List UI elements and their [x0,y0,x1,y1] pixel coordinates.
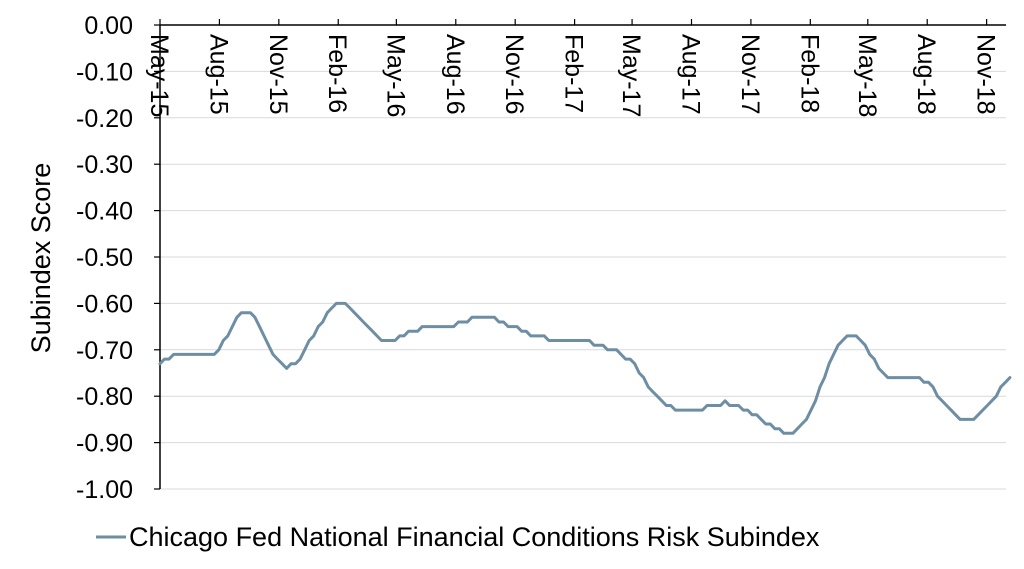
y-tick-label: -0.30 [76,151,133,179]
y-tick-label: -0.10 [76,58,133,86]
series-line [158,301,1012,435]
y-tick-label: -0.40 [76,198,133,226]
x-tick-label: May-16 [381,34,409,117]
x-tick-label: Aug-15 [204,34,232,115]
y-tick-label: -0.20 [76,105,133,133]
legend: Chicago Fed National Financial Condition… [96,522,820,552]
y-tick-label: -0.70 [76,337,133,365]
x-tick-label: Feb-16 [323,34,351,113]
x-tick-label: May-15 [145,34,173,117]
x-tick-label: Nov-17 [736,34,764,115]
x-tick-label: Aug-18 [912,34,940,115]
y-tick-label: -0.80 [76,383,133,411]
y-tick-label: -0.50 [76,244,133,272]
y-axis-title: Subindex Score [26,163,56,354]
y-tick-label: -0.90 [76,430,133,458]
y-tick-label: -0.60 [76,290,133,318]
x-tick-label: Nov-18 [972,34,1000,115]
legend-label: Chicago Fed National Financial Condition… [129,522,820,552]
x-tick-labels: May-15 Aug-15 Nov-15 Feb-16 May-16 Aug-16 Nov-… [145,34,1000,117]
x-tick-label: May-18 [853,34,881,117]
y-tick-label: 0.00 [84,12,133,40]
y-tick-label: -1.00 [76,476,133,504]
x-tick-label: May-17 [617,34,645,117]
x-tick-label: Aug-16 [441,34,469,115]
series-lines [158,301,1012,435]
grid-lines [160,70,1006,490]
x-tick-label: Nov-16 [500,34,528,115]
y-tick-labels: 0.00 -0.10 -0.20 -0.30 -0.40 -0.50 -0.60 -0.70 -… [76,12,133,504]
x-tick-label: Aug-17 [676,34,704,115]
x-tick-label: Feb-18 [795,34,823,113]
axes [154,19,1006,490]
x-tick-label: Nov-15 [264,34,292,115]
x-tick-label: Feb-17 [560,34,588,113]
